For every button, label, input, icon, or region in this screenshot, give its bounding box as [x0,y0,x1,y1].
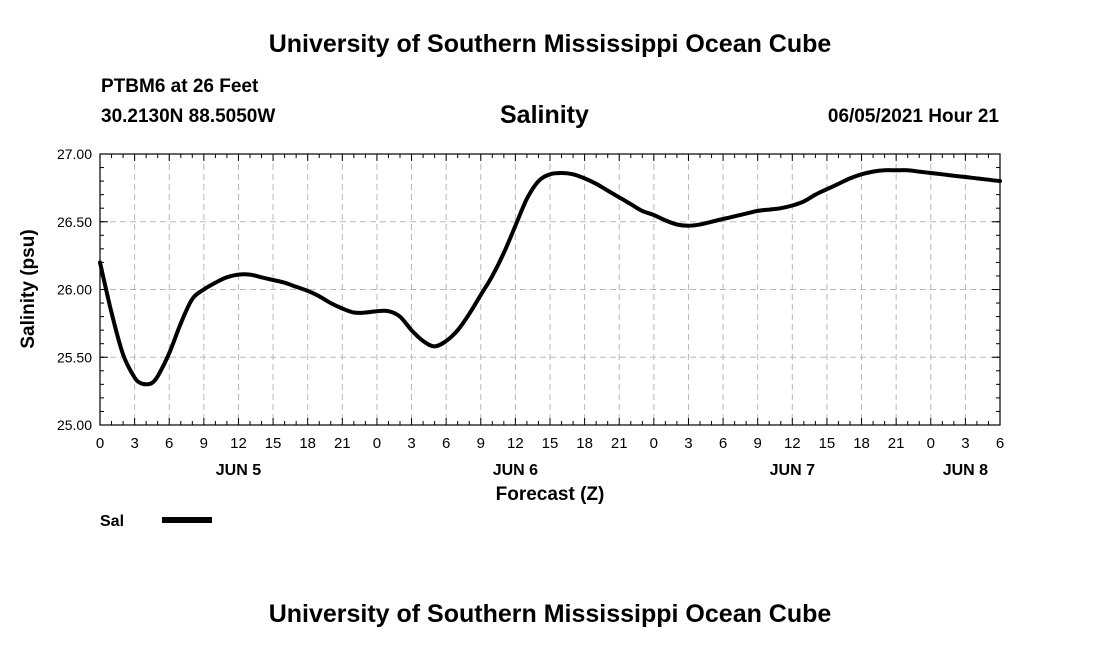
y-tick-label: 26.50 [57,214,92,230]
x-tick-label: 0 [650,435,658,452]
station-label: PTBM6 at 26 Feet [101,76,259,97]
x-axis-label: Forecast (Z) [496,484,605,505]
x-tick-label: 9 [477,435,485,452]
x-tick-label: 21 [334,435,351,452]
date-label: JUN 8 [943,462,988,479]
y-tick-label: 27.00 [57,146,92,162]
x-tick-label: 9 [200,435,208,452]
grid-lines [100,154,1000,425]
x-tick-label: 18 [299,435,316,452]
y-tick-label: 25.00 [57,417,92,433]
x-tick-label: 6 [996,435,1004,452]
date-label: JUN 7 [770,462,815,479]
x-tick-label: 21 [611,435,628,452]
axes: 0 3 6 9 12 15 18 21 0 3 6 9 12 15 18 21 0 3 6 9 12 15 18 21 0 3 6 2… [57,146,1004,479]
x-tick-label: 3 [130,435,138,452]
x-tick-label: 0 [373,435,381,452]
station-coordinates: 30.2130N 88.5050W [101,106,276,127]
x-tick-label: 12 [784,435,801,452]
forecast-timestamp: 06/05/2021 Hour 21 [827,106,999,127]
x-tick-label: 12 [507,435,524,452]
x-tick-label: 15 [265,435,282,452]
x-tick-label: 3 [961,435,969,452]
x-tick-label: 0 [96,435,104,452]
x-tick-label: 6 [165,435,173,452]
x-tick-label: 9 [754,435,762,452]
x-tick-label: 6 [719,435,727,452]
y-axis-label: Salinity (psu) [18,229,39,348]
date-label: JUN 5 [216,462,261,479]
x-tick-label: 6 [442,435,450,452]
x-tick-label: 21 [888,435,905,452]
x-tick-label: 12 [230,435,247,452]
x-tick-label: 15 [542,435,559,452]
footer-title: University of Southern Mississippi Ocean… [268,600,832,628]
series-line-sal [98,168,1002,387]
x-tick-label: 3 [407,435,415,452]
x-tick-label: 18 [853,435,870,452]
y-tick-label: 26.00 [57,282,92,298]
chart-title: Salinity [500,101,589,129]
page-title: University of Southern Mississippi Ocean… [268,30,832,58]
x-tick-label: 0 [927,435,935,452]
x-tick-label: 15 [819,435,836,452]
y-tick-label: 25.50 [57,349,92,365]
date-label: JUN 6 [493,462,538,479]
x-tick-label: 18 [576,435,593,452]
x-tick-label: 3 [684,435,692,452]
legend-label: Sal [100,513,124,530]
